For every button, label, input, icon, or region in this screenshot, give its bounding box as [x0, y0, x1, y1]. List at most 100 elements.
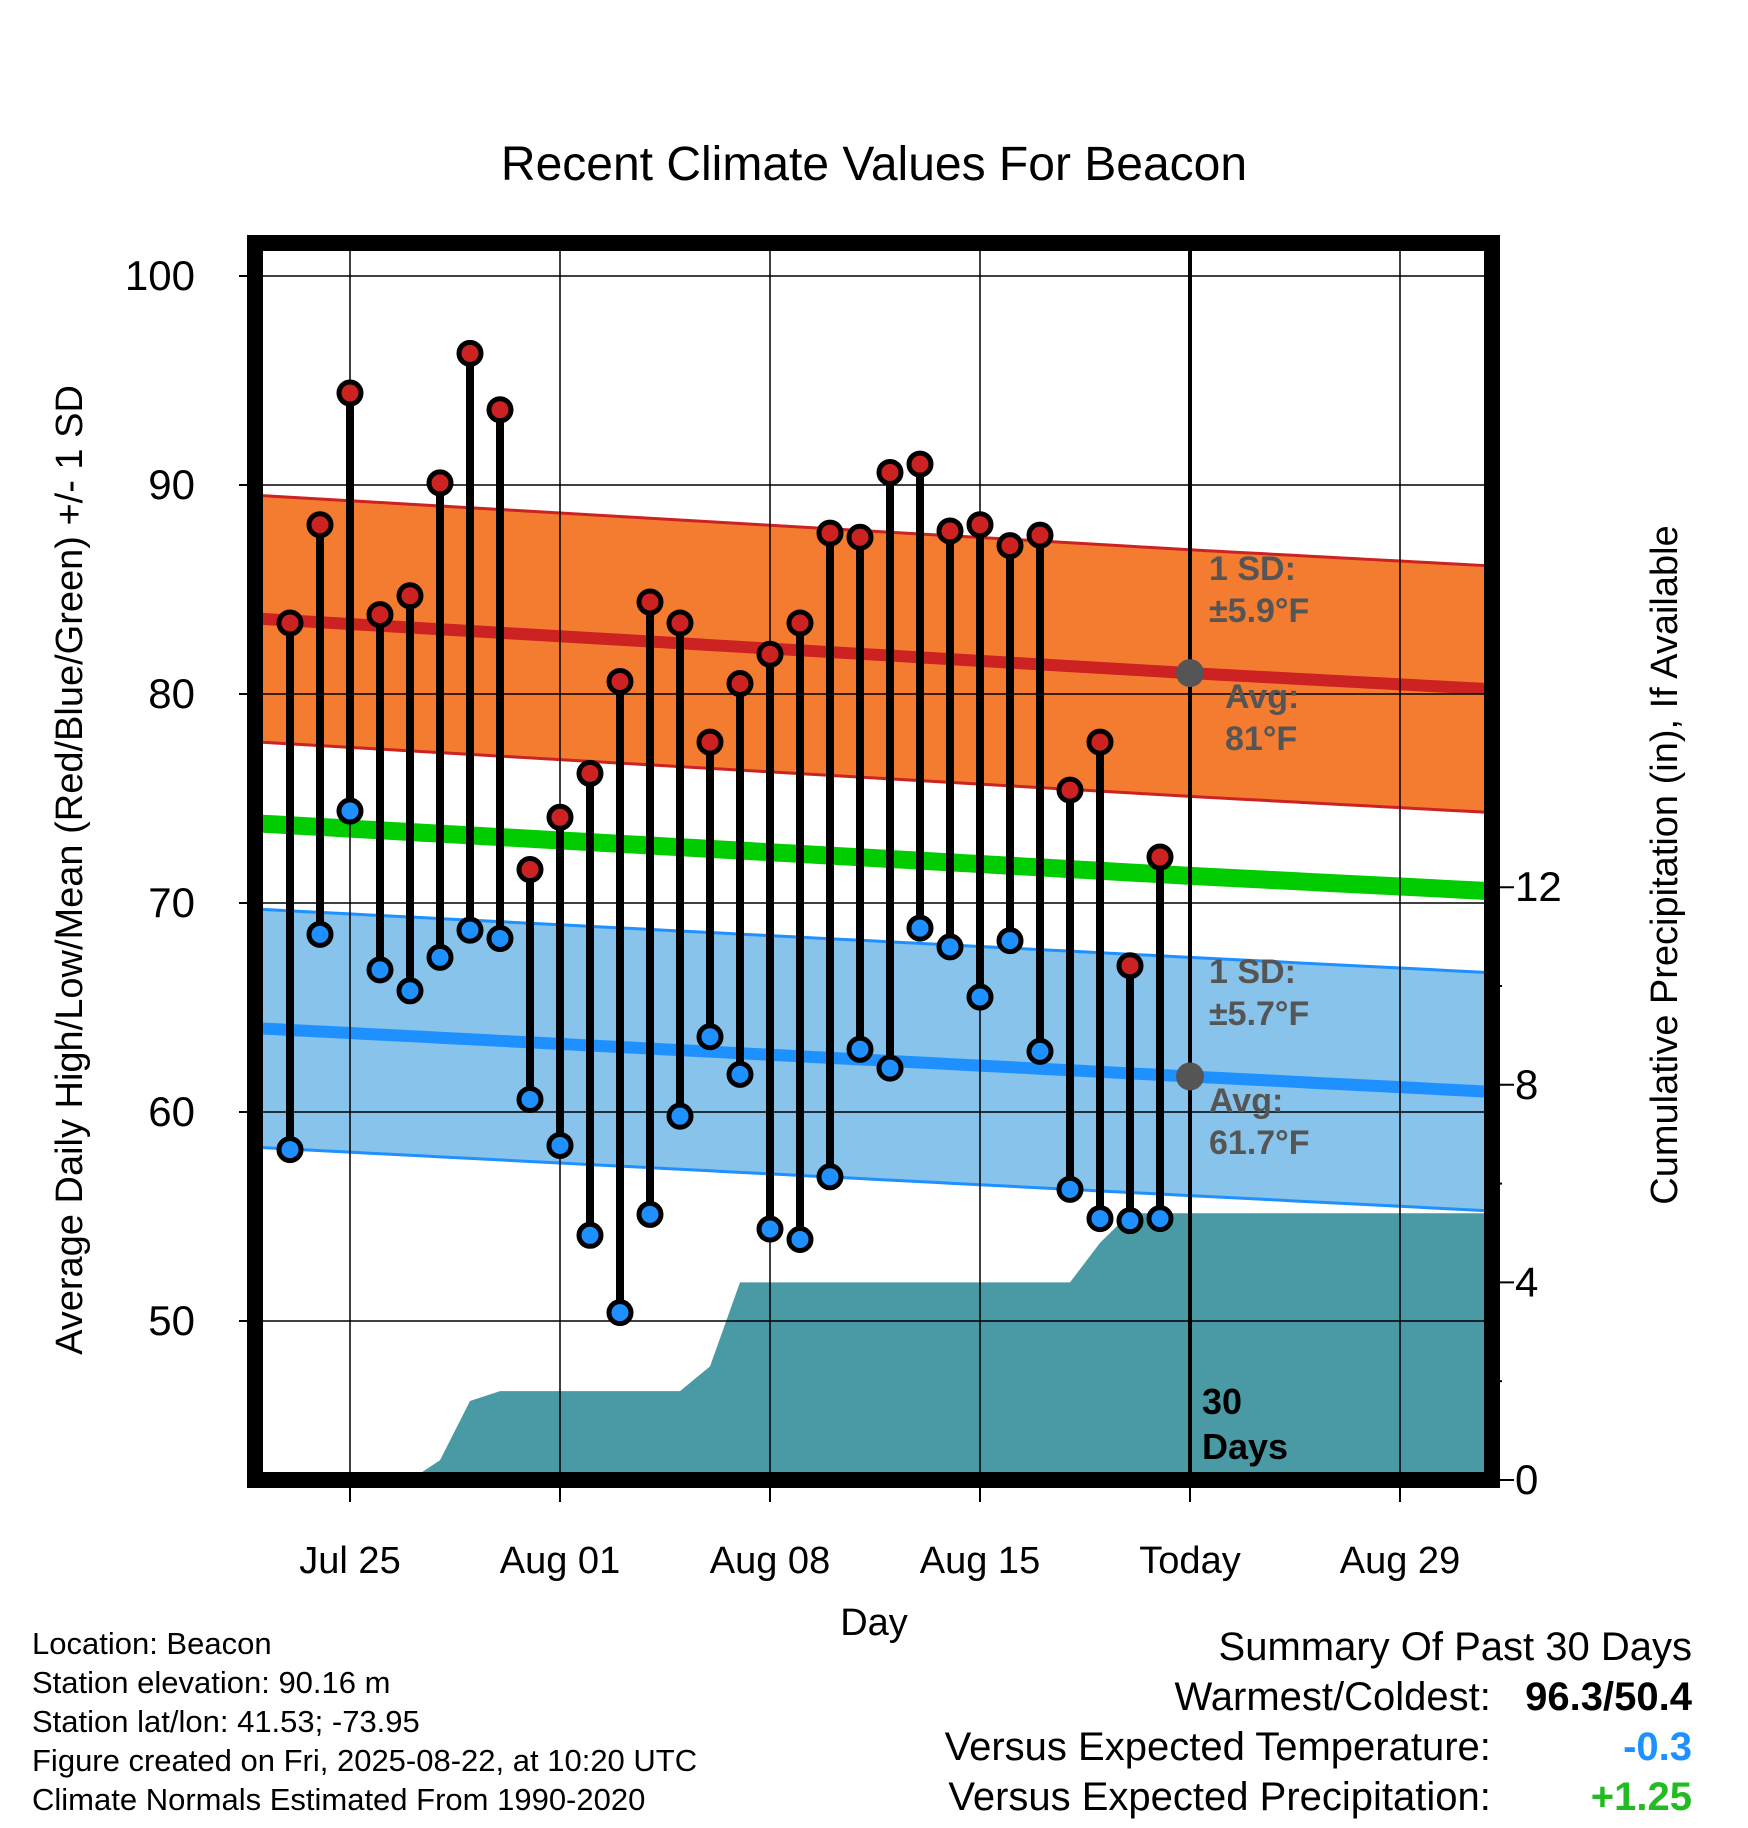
summary-title: Summary Of Past 30 Days [1218, 1625, 1692, 1669]
high-point [1116, 952, 1144, 980]
precip-value: +1.25 [1590, 1775, 1692, 1819]
low-point [666, 1102, 694, 1130]
high-avg-label: Avg: [1225, 678, 1299, 716]
high-point [396, 582, 424, 610]
x-axis-label: Day [840, 1602, 908, 1644]
precip-area [410, 1213, 1492, 1480]
high-point [516, 856, 544, 884]
high-point [696, 728, 724, 756]
high-point [276, 609, 304, 637]
high-point [426, 469, 454, 497]
low-point [786, 1225, 814, 1253]
x-tick-label: Today [1139, 1540, 1240, 1582]
y-axis-right-label: Cumulative Precipitation (in), If Availa… [1644, 525, 1686, 1204]
high-sd-value: ±5.9°F [1209, 592, 1309, 630]
low-point [426, 943, 454, 971]
y-axis-label: Average Daily High/Low/Mean (Red/Blue/Gr… [49, 385, 91, 1355]
y-tick-label: 80 [148, 670, 195, 717]
low-point [576, 1221, 604, 1249]
plot-frame [247, 235, 1500, 1488]
high-avg-value: 81°F [1225, 720, 1297, 758]
low-avg-label: Avg: [1209, 1082, 1283, 1120]
high-point [1026, 521, 1054, 549]
high-point [1086, 728, 1114, 756]
low-point [486, 925, 514, 953]
low-point [396, 977, 424, 1005]
created-text: Figure created on Fri, 2025-08-22, at 10… [32, 1743, 698, 1778]
plot-content: 1 SD: ±5.9°F Avg: 81°F 1 SD: ±5.7°F Avg: 61.7°F… [255, 243, 1492, 1480]
high-point [336, 379, 364, 407]
latlon-text: Station lat/lon: 41.53; -73.95 [32, 1704, 420, 1739]
low-point [876, 1054, 904, 1082]
x-tick-label: Aug 29 [1340, 1540, 1460, 1582]
axes: 50 60 70 80 90 100 0 4 8 12 Jul 25 Aug 01 Aug 08 Aug … [125, 235, 1562, 1582]
low-point [306, 920, 334, 948]
elevation-text: Station elevation: 90.16 m [32, 1665, 391, 1700]
low-point [1116, 1207, 1144, 1235]
high-point [306, 511, 334, 539]
low-point [1026, 1037, 1054, 1065]
high-point [816, 519, 844, 547]
low-sd-label: 1 SD: [1209, 953, 1296, 991]
low-point [516, 1085, 544, 1113]
high-point [876, 458, 904, 486]
high-sd-label: 1 SD: [1209, 550, 1296, 588]
y-tick-label: 60 [148, 1088, 195, 1135]
high-point [486, 396, 514, 424]
x-tick-label: Aug 01 [500, 1540, 620, 1582]
low-point [726, 1060, 754, 1088]
high-point [366, 601, 394, 629]
days-count-label: 30 [1202, 1381, 1242, 1422]
low-point [816, 1163, 844, 1191]
low-avg-dot [1176, 1062, 1204, 1091]
high-point [726, 670, 754, 698]
high-point [786, 609, 814, 637]
warm-cold-value: 96.3/50.4 [1525, 1675, 1692, 1719]
temp-value: -0.3 [1623, 1725, 1692, 1769]
high-point [996, 532, 1024, 560]
station-info: Location: Beacon Station elevation: 90.1… [32, 1624, 697, 1819]
plot-area: 1 SD: ±5.9°F Avg: 81°F 1 SD: ±5.7°F Avg: 61.7°F… [255, 243, 1492, 1480]
low-point [996, 927, 1024, 955]
high-sd-band-upper [255, 493, 1492, 568]
low-point [636, 1200, 664, 1228]
low-point [966, 983, 994, 1011]
high-point [576, 759, 604, 787]
precip-row: Versus Expected Precipitation: +1.25 [945, 1772, 1692, 1822]
low-point [366, 956, 394, 984]
low-point [456, 916, 484, 944]
low-avg-value: 61.7°F [1209, 1124, 1310, 1162]
low-point [846, 1035, 874, 1063]
high-point [666, 609, 694, 637]
high-point [606, 667, 634, 695]
y-right-tick-label: 8 [1515, 1061, 1538, 1108]
y-right-tick-label: 12 [1515, 863, 1562, 910]
low-point [696, 1023, 724, 1051]
high-point [936, 517, 964, 545]
high-point [1056, 776, 1084, 804]
x-tick-label: Aug 15 [920, 1540, 1040, 1582]
summary-panel: Summary Of Past 30 Days Warmest/Coldest:… [945, 1622, 1692, 1822]
x-tick-label: Aug 08 [710, 1540, 830, 1582]
y-right-tick-label: 0 [1515, 1456, 1538, 1503]
high-point [456, 339, 484, 367]
chart-title: Recent Climate Values For Beacon [501, 138, 1247, 191]
precip-label: Versus Expected Precipitation: [948, 1775, 1491, 1819]
low-sd-value: ±5.7°F [1209, 995, 1309, 1033]
high-avg-line [255, 612, 1492, 696]
warm-cold-label: Warmest/Coldest: [1174, 1675, 1491, 1719]
temp-row: Versus Expected Temperature: -0.3 [945, 1722, 1692, 1772]
high-point [636, 588, 664, 616]
low-point [1146, 1205, 1174, 1233]
y-tick-label: 70 [148, 879, 195, 926]
high-point [906, 450, 934, 478]
low-point [906, 914, 934, 942]
warm-cold-row: Warmest/Coldest: 96.3/50.4 [945, 1672, 1693, 1722]
temp-label: Versus Expected Temperature: [944, 1725, 1491, 1769]
normals-text: Climate Normals Estimated From 1990-2020 [32, 1782, 646, 1817]
days-word-label: Days [1202, 1426, 1288, 1467]
y-tick-label: 100 [125, 252, 195, 299]
low-point [756, 1215, 784, 1243]
low-point [1056, 1175, 1084, 1203]
high-point [1146, 843, 1174, 871]
